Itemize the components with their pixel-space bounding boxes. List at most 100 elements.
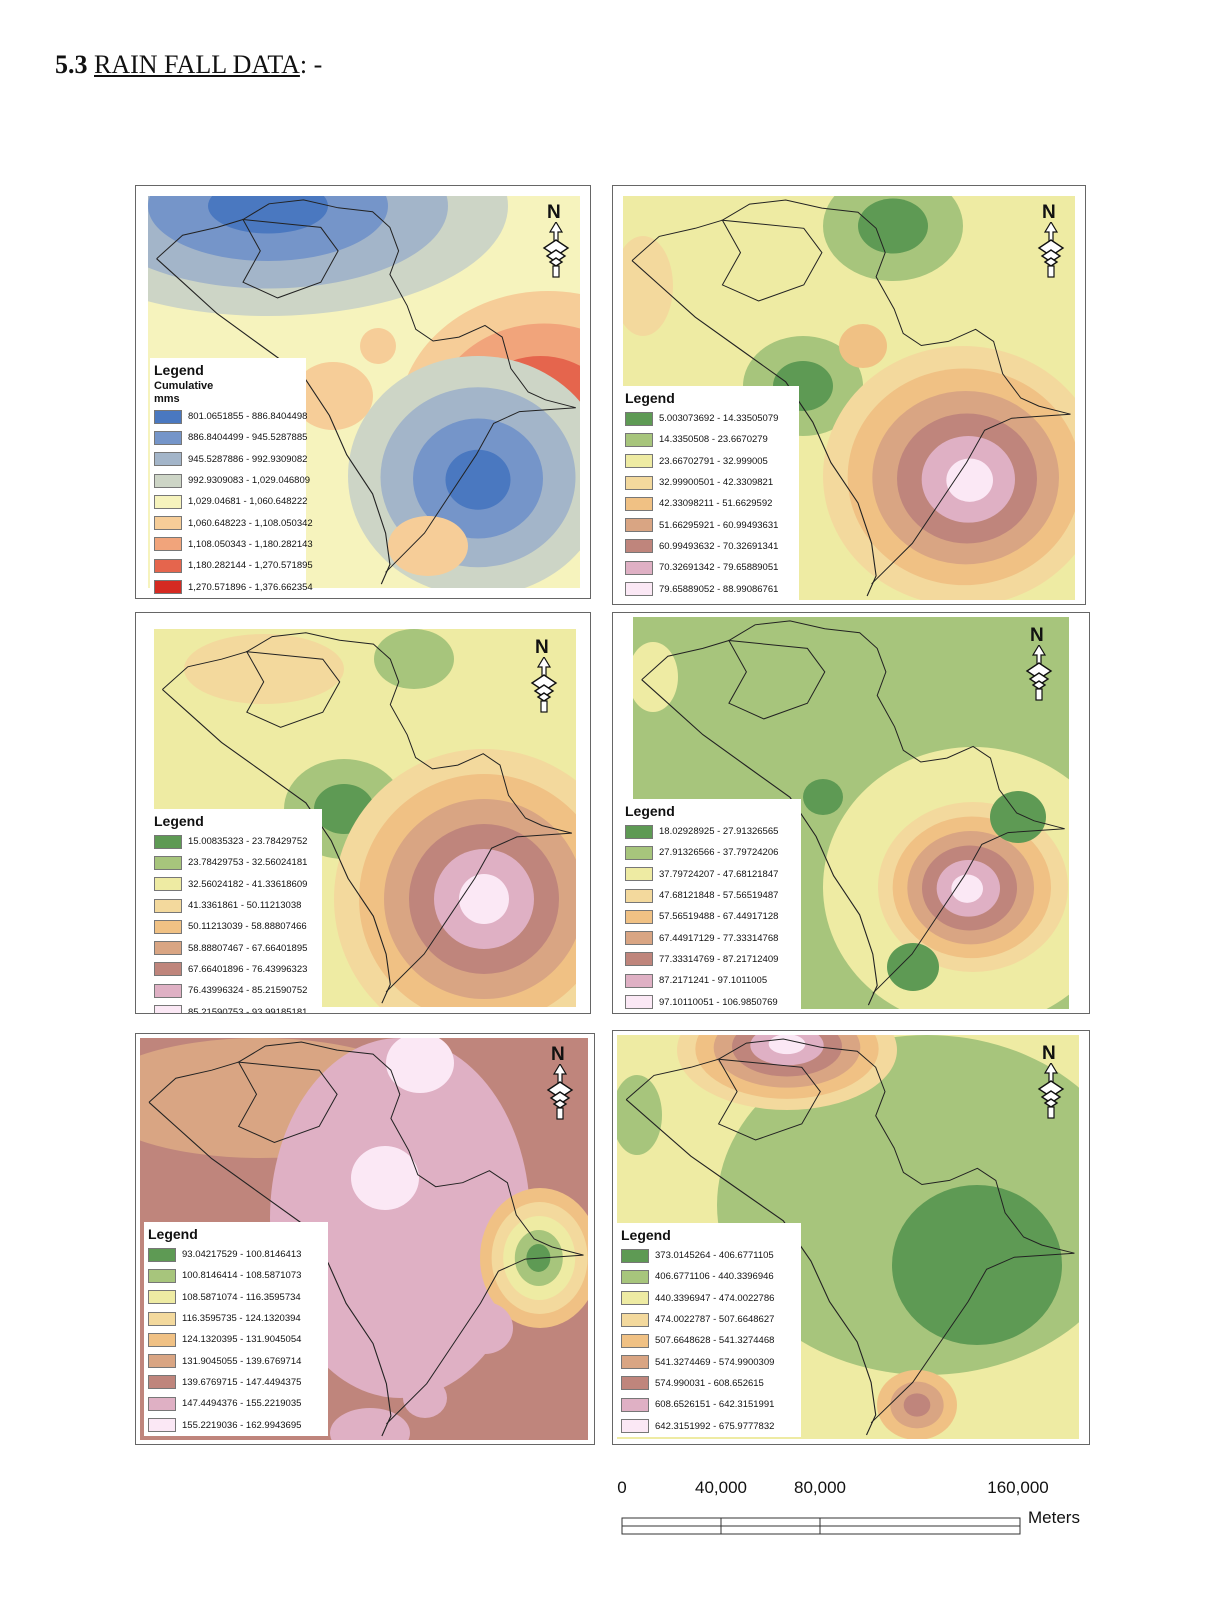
contour-band xyxy=(768,1035,806,1055)
legend-row: 58.88807467 - 67.66401895 xyxy=(150,937,322,958)
legend-class-label: 155.2219036 - 162.9943695 xyxy=(182,1419,302,1431)
legend-class-label: 474.0022787 - 507.6648627 xyxy=(655,1314,775,1326)
legend-swatch xyxy=(621,1376,649,1391)
legend-class-label: 1,029.04681 - 1,060.648222 xyxy=(188,496,308,508)
legend-class-label: 147.4494376 - 155.2219035 xyxy=(182,1398,302,1410)
contour-band xyxy=(445,449,511,510)
legend-swatch xyxy=(148,1396,176,1411)
legend-swatch xyxy=(625,560,653,575)
contour-band xyxy=(374,629,454,689)
north-letter: N xyxy=(547,202,561,223)
map-legend: Legend 5.003073692 - 14.33505079 14.335050… xyxy=(621,386,799,600)
legend-row: 108.5871074 - 116.3595734 xyxy=(144,1287,328,1308)
legend-class-label: 139.6769715 - 147.4494375 xyxy=(182,1376,302,1388)
legend-row: 32.56024182 - 41.33618609 xyxy=(150,874,322,895)
legend-swatch xyxy=(625,454,653,469)
legend-swatch xyxy=(154,898,182,913)
legend-row: 474.0022787 - 507.6648627 xyxy=(617,1309,801,1330)
legend-swatch xyxy=(621,1312,649,1327)
legend-row: 507.6648628 - 541.3274468 xyxy=(617,1330,801,1351)
legend-swatch xyxy=(154,941,182,956)
legend-row: 70.32691342 - 79.65889051 xyxy=(621,557,799,578)
legend-class-label: 67.66401896 - 76.43996323 xyxy=(188,963,308,975)
legend-class-label: 886.8404499 - 945.5287885 xyxy=(188,432,308,444)
compass-rose-graphic xyxy=(542,222,570,278)
legend-row: 642.3151992 - 675.9777832 xyxy=(617,1415,801,1436)
legend-swatch xyxy=(625,518,653,533)
contour-band xyxy=(951,874,983,903)
contour-band xyxy=(990,791,1046,843)
north-arrow-icon: N xyxy=(542,202,570,278)
north-letter: N xyxy=(551,1044,565,1065)
contour-band xyxy=(457,1302,513,1354)
route-line xyxy=(385,832,572,993)
route-line xyxy=(386,1254,584,1425)
legend-swatch xyxy=(625,867,653,882)
legend-swatch xyxy=(154,558,182,573)
contour-band xyxy=(803,779,843,815)
legend-row: 14.3350508 - 23.6670279 xyxy=(621,429,799,450)
legend-class-label: 1,108.050343 - 1,180.282143 xyxy=(188,538,313,550)
legend-class-label: 85.21590753 - 93.99185181 xyxy=(188,1006,308,1014)
map-legend: Legend 373.0145264 - 406.6771105 406.67711… xyxy=(617,1223,801,1437)
legend-row: 51.66295921 - 60.99493631 xyxy=(621,514,799,535)
inner-boundary xyxy=(721,219,823,302)
inner-boundary xyxy=(237,1061,338,1144)
legend-class-label: 116.3595735 - 124.1320394 xyxy=(182,1313,301,1325)
district-boundary xyxy=(156,199,576,409)
legend-subtitle: Cumulative xyxy=(154,380,214,392)
legend-row: 886.8404499 - 945.5287885 xyxy=(150,427,308,448)
contour-band xyxy=(184,634,344,704)
legend-class-label: 32.56024182 - 41.33618609 xyxy=(188,878,308,890)
district-boundary xyxy=(162,632,572,834)
rainfall-map-6: Legend 373.0145264 - 406.6771105 406.67711… xyxy=(612,1030,1090,1445)
legend-swatch xyxy=(148,1311,176,1326)
legend-row: 945.5287886 - 992.9309082 xyxy=(150,449,307,470)
legend-class-label: 97.10110051 - 106.9850769 xyxy=(659,996,778,1008)
scale-tick-0: 0 xyxy=(617,1478,627,1497)
rainfall-map-cumulative: Legend Cumulative mms 801.0651855 - 886.840… xyxy=(135,185,591,599)
legend-class-label: 42.33098211 - 51.6629592 xyxy=(659,498,773,510)
inner-boundary xyxy=(242,218,339,299)
legend-swatch xyxy=(625,824,653,839)
legend-row: 23.66702791 - 32.999005 xyxy=(621,451,799,472)
legend-swatch xyxy=(154,430,182,445)
legend-row: 79.65889052 - 88.99086761 xyxy=(621,578,799,599)
legend-class-label: 27.91326566 - 37.79724206 xyxy=(659,847,779,859)
district-boundary xyxy=(148,1041,584,1256)
legend-row: 116.3595735 - 124.1320394 xyxy=(144,1308,328,1329)
legend-swatch xyxy=(154,855,182,870)
legend-row: 67.44917129 - 77.33314768 xyxy=(621,927,801,948)
heading-suffix: : - xyxy=(299,50,323,79)
legend-title: Legend xyxy=(154,362,204,378)
legend-row: 131.9045055 - 139.6769714 xyxy=(144,1350,328,1371)
legend-swatch xyxy=(625,432,653,447)
contour-band xyxy=(839,324,887,368)
north-letter: N xyxy=(1030,625,1044,646)
legend-class-label: 50.11213039 - 58.88807466 xyxy=(188,921,307,933)
legend-class-label: 574.990031 - 608.652615 xyxy=(655,1377,764,1389)
legend-row: 992.9309083 - 1,029.046809 xyxy=(150,470,310,491)
rainfall-surface xyxy=(617,1035,1079,1439)
legend-class-label: 60.99493632 - 70.32691341 xyxy=(659,540,779,552)
legend-swatch xyxy=(625,973,653,988)
legend-swatch xyxy=(154,983,182,998)
legend-class-label: 1,180.282144 - 1,270.571895 xyxy=(188,560,313,572)
legend-class-label: 41.3361861 - 50.11213038 xyxy=(188,900,302,912)
legend-class-label: 14.3350508 - 23.6670279 xyxy=(659,434,768,446)
compass-rose-graphic xyxy=(530,657,558,713)
legend-swatch xyxy=(621,1269,649,1284)
legend-swatch xyxy=(154,580,182,595)
legend-row: 57.56519488 - 67.44917128 xyxy=(621,906,801,927)
legend-row: 76.43996324 - 85.21590752 xyxy=(150,980,322,1001)
legend-swatch xyxy=(625,475,653,490)
legend-swatch xyxy=(625,931,653,946)
legend-swatch xyxy=(148,1418,176,1433)
contour-band xyxy=(887,943,939,991)
legend-swatch xyxy=(625,845,653,860)
legend-row: 1,060.648223 - 1,108.050342 xyxy=(150,512,313,533)
coastline xyxy=(162,689,391,1004)
legend-swatch xyxy=(148,1247,176,1262)
legend-row: 1,270.571896 - 1,376.662354 xyxy=(150,576,313,597)
legend-swatch xyxy=(148,1268,176,1283)
